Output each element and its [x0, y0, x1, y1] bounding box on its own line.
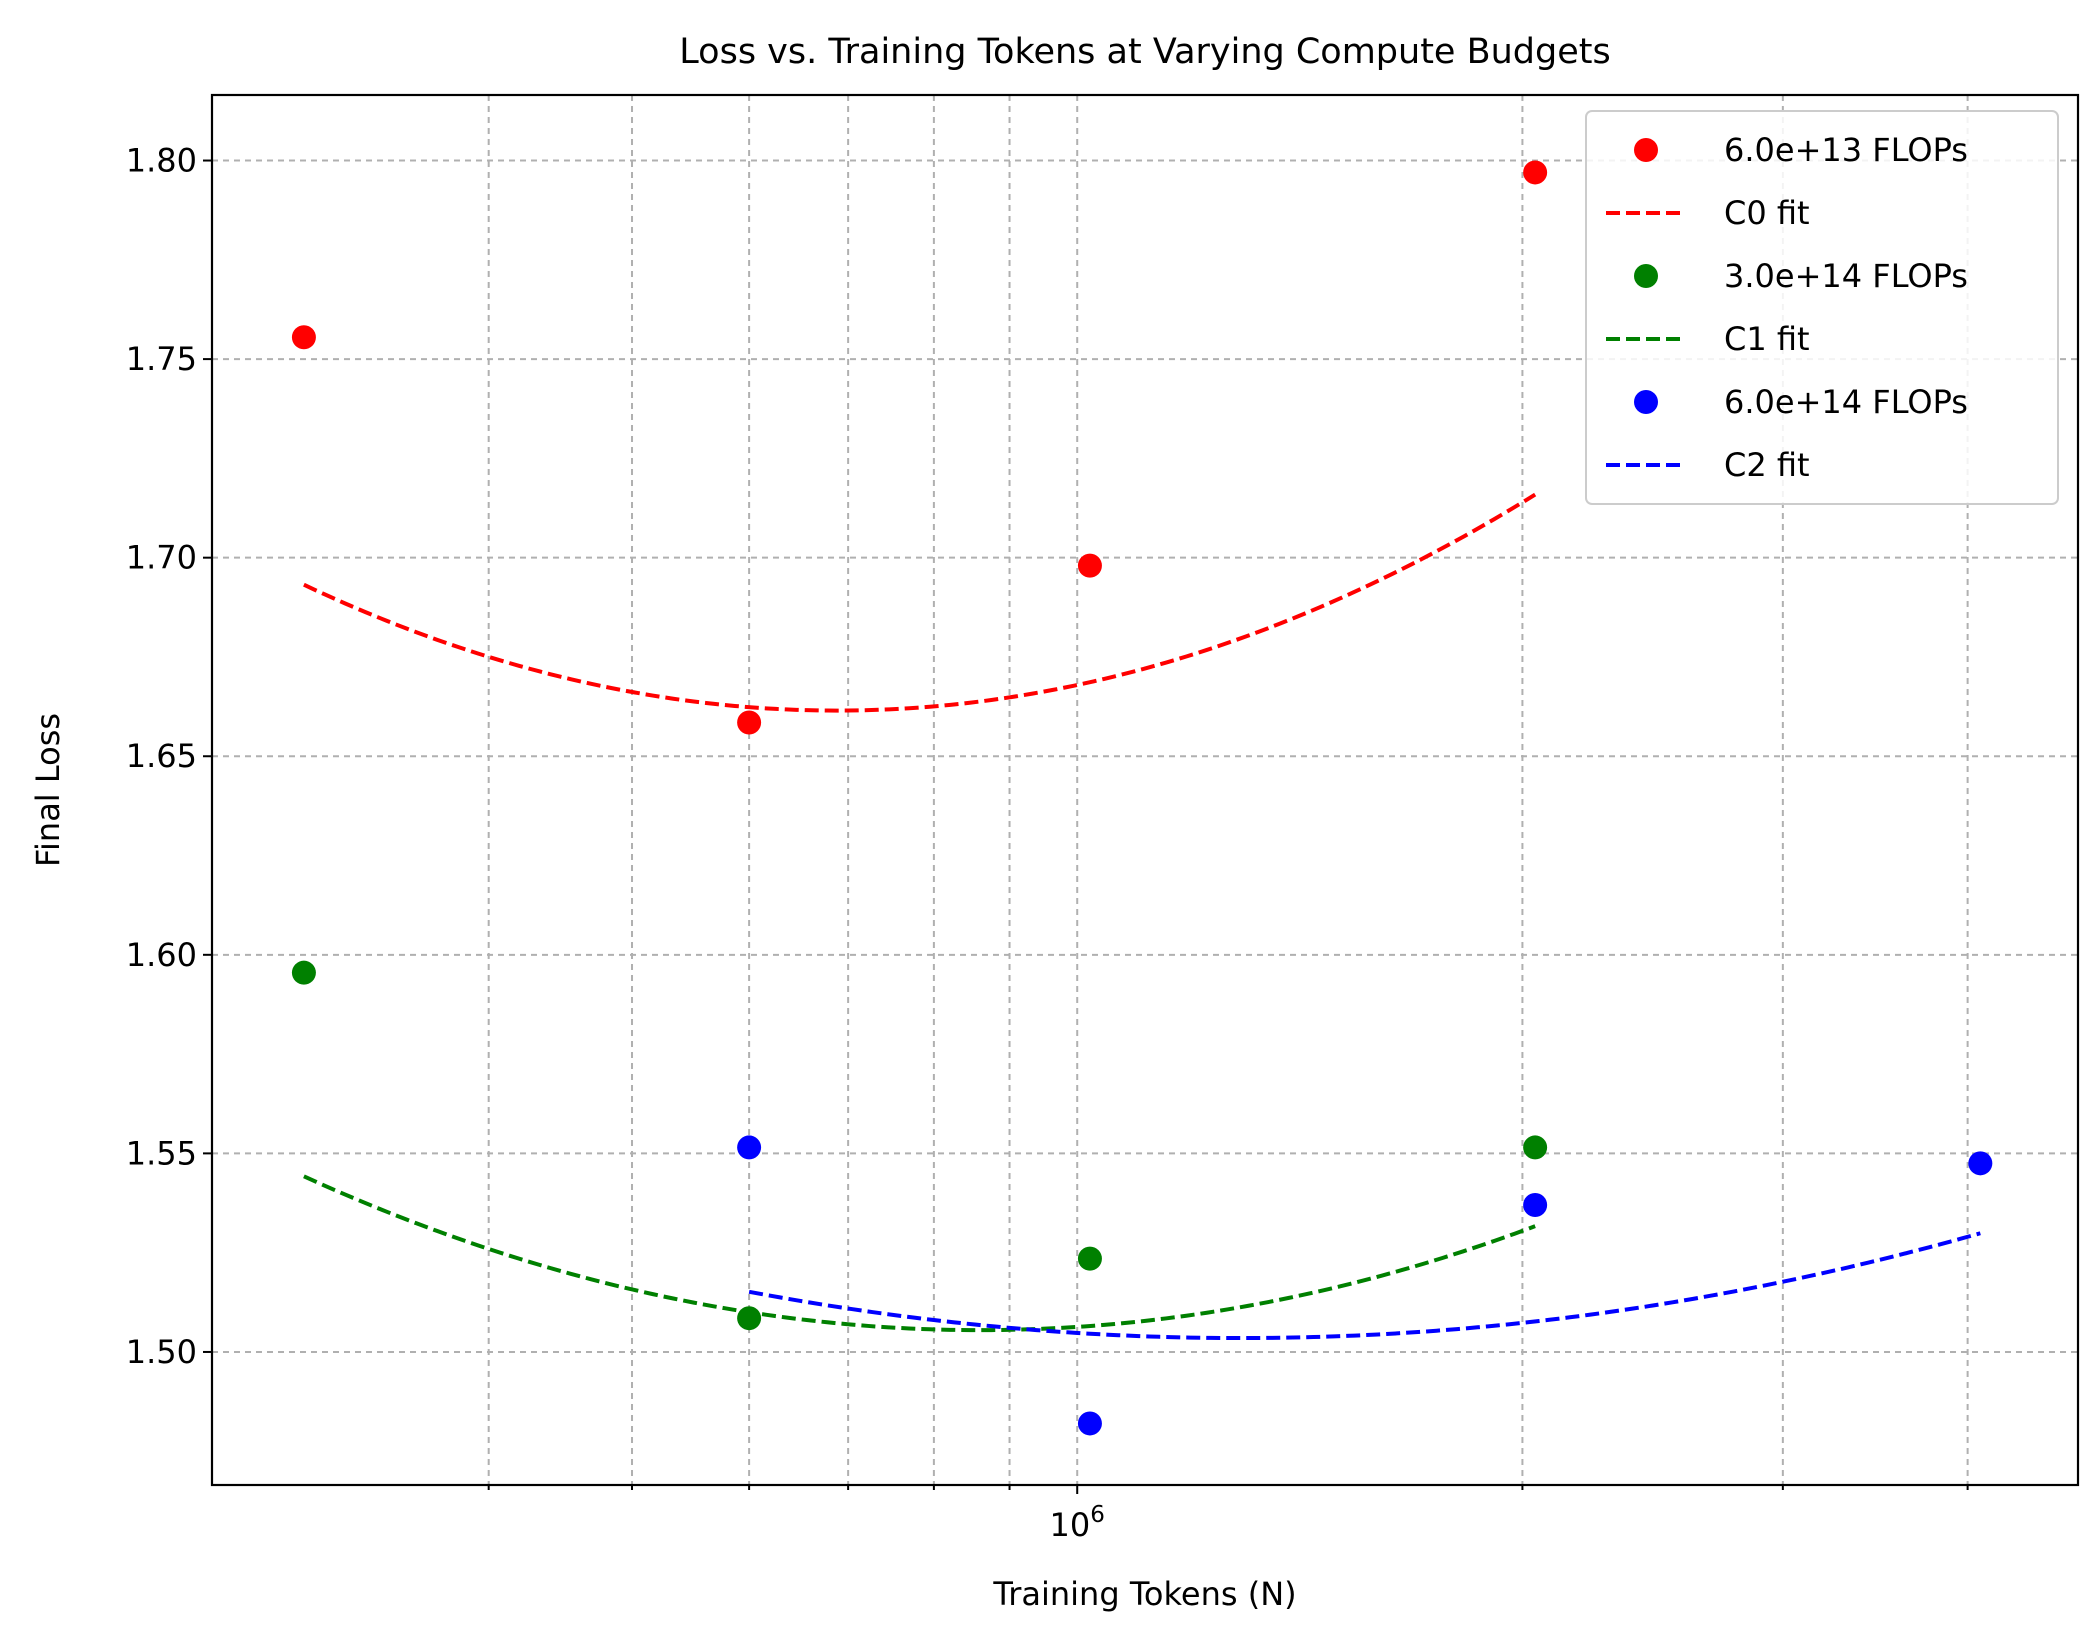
data-point-2	[1968, 1151, 1993, 1176]
y-tick-label: 1.80	[126, 142, 197, 180]
y-tick-label: 1.75	[126, 340, 197, 378]
legend-marker-2	[1634, 390, 1658, 414]
legend-fit-label-2: C2 fit	[1724, 446, 1810, 484]
legend: 6.0e+13 FLOPs C0 fit 3.0e+14 FLOPs C1 fit 6.…	[1585, 110, 2059, 505]
data-point-2	[737, 1135, 762, 1160]
axis-ticks: 1.50 1.55 1.60 1.65 1.70 1.75 1.80 106	[126, 142, 1969, 1544]
y-tick-label: 1.70	[126, 539, 197, 577]
legend-fit-label-0: C0 fit	[1724, 194, 1810, 232]
fit-curve-1	[303, 1174, 1536, 1333]
data-point-1	[291, 960, 316, 985]
y-tick-label: 1.50	[126, 1333, 197, 1371]
data-point-1	[1077, 1246, 1102, 1271]
y-tick-label: 1.65	[126, 737, 197, 775]
legend-label-0: 6.0e+13 FLOPs	[1724, 131, 1968, 169]
y-axis-label: Final Loss	[29, 713, 67, 867]
fit-curve-2	[748, 1231, 1981, 1341]
fit-curves	[303, 492, 1981, 1341]
fit-curve-0	[303, 492, 1537, 713]
data-point-0	[1523, 160, 1548, 185]
data-point-0	[737, 710, 762, 735]
legend-marker-1	[1634, 264, 1658, 288]
data-point-1	[1523, 1135, 1548, 1160]
data-point-0	[1077, 553, 1102, 578]
data-point-0	[291, 325, 316, 350]
data-point-1	[737, 1306, 762, 1331]
chart-title: Loss vs. Training Tokens at Varying Comp…	[679, 32, 1610, 72]
y-tick-label: 1.60	[126, 936, 197, 974]
x-axis-label: Training Tokens (N)	[992, 1575, 1296, 1613]
data-point-2	[1523, 1193, 1548, 1218]
legend-box	[1585, 110, 2059, 505]
legend-marker-0	[1634, 138, 1658, 162]
y-tick-label: 1.55	[126, 1134, 197, 1172]
x-tick-label: 106	[1050, 1502, 1105, 1544]
legend-label-1: 3.0e+14 FLOPs	[1724, 257, 1968, 295]
legend-fit-label-1: C1 fit	[1724, 320, 1810, 358]
data-point-2	[1077, 1411, 1102, 1436]
legend-label-2: 6.0e+14 FLOPs	[1724, 383, 1968, 421]
plot-frame	[210, 93, 2080, 1487]
data-points	[291, 160, 1993, 1436]
